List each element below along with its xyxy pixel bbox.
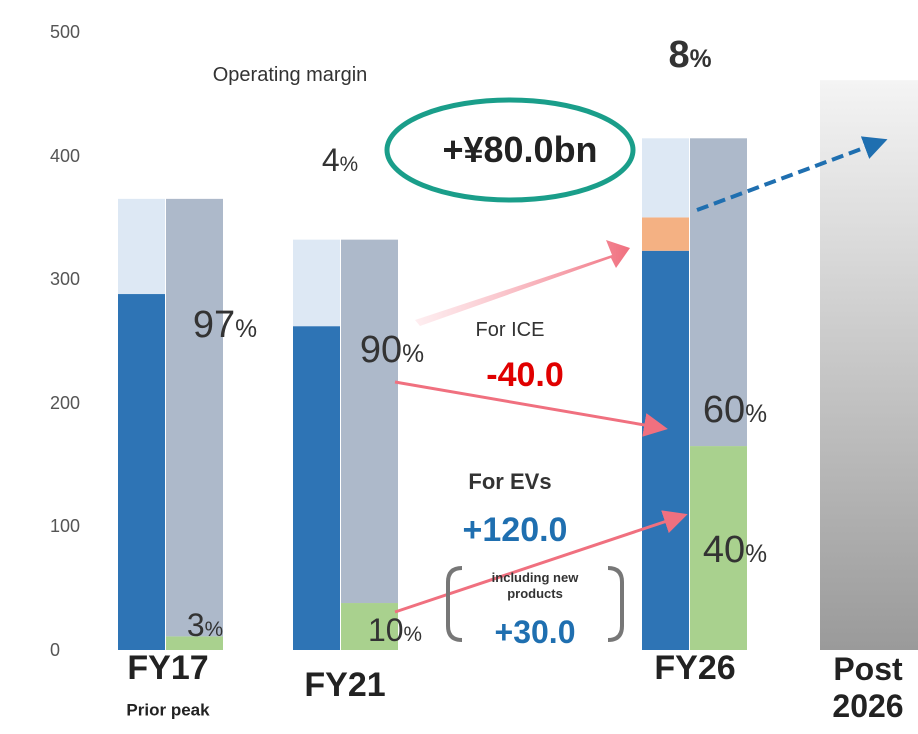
y-tick-label: 300 [50,269,81,290]
bar-segment [341,239,398,604]
share-label: 3% [186,607,224,643]
growth-arrow [415,240,630,326]
bracket-left [446,566,463,642]
bar-segment [642,217,689,251]
y-tick-label: 0 [50,640,61,660]
x-tick-label: FY17 [127,649,209,687]
annotation: +¥80.0bn [442,129,598,170]
annotation: +30.0 [494,614,576,650]
x-tick-label: Post 2026 [832,651,904,724]
bar-segment [642,138,689,218]
x-tick-label: FY26 [654,649,736,687]
bar-segment [166,636,223,650]
share-label: 97% [192,304,258,346]
y-tick-label: 500 [50,22,81,42]
bar-segment [166,198,223,637]
bar-segment [293,239,340,327]
annotation: including new products [491,569,579,601]
bar-segment [118,198,165,295]
annotation: +120.0 [462,511,568,549]
annotation: For ICE [475,319,545,341]
y-tick-label: 400 [50,145,81,166]
y-tick-label: 200 [50,392,81,413]
y-tick-label: 100 [50,516,81,537]
highlight-ellipse [384,97,636,203]
bracket-right [607,566,624,642]
annotation: 4% [321,142,359,178]
bar-segment [293,326,340,650]
annotation: 8% [668,34,712,76]
projection-bar [820,80,918,651]
share-label: 10% [367,612,423,648]
x-tick-label: FY21 [304,666,386,704]
share-label: 90% [359,329,425,371]
annotation: Operating margin [212,64,368,86]
bar-segment [642,250,689,650]
bars [118,80,918,651]
ev-arrow [394,510,688,614]
category-note: Prior peak [126,700,210,720]
ice-arrow [394,380,668,437]
annotation: For EVs [468,469,552,494]
bar-segment [690,138,747,447]
bar-segment [118,294,165,650]
share-label: 40% [702,529,768,571]
bar-segment [341,603,398,650]
projection-arrow [696,136,888,212]
share-label: 60% [702,389,768,431]
bar-segment [690,446,747,650]
annotation: -40.0 [486,356,564,394]
